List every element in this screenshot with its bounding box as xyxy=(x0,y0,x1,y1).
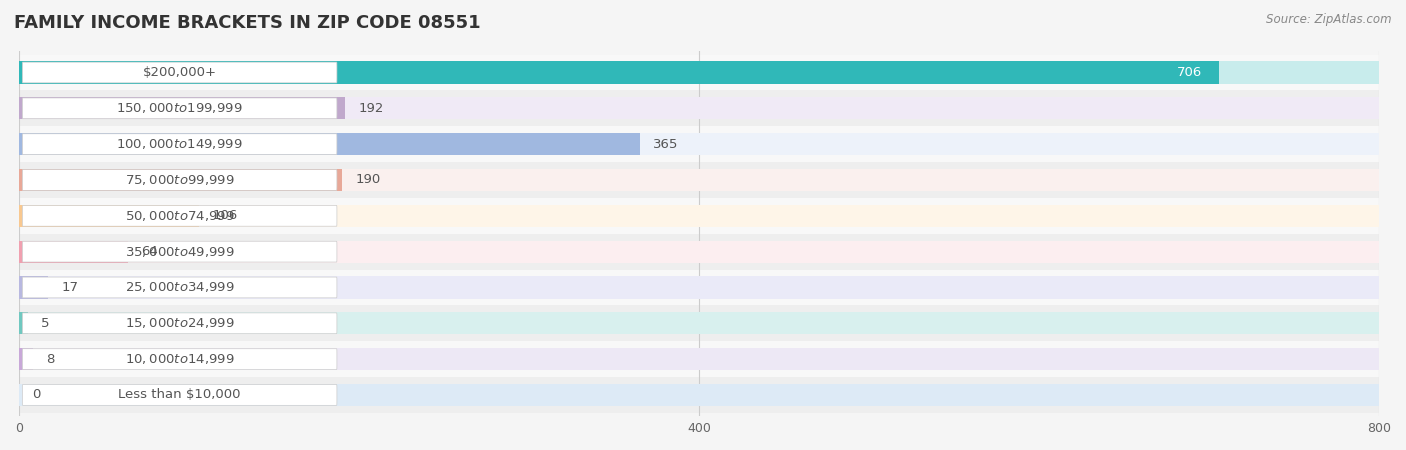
Text: 5: 5 xyxy=(41,317,49,330)
Bar xyxy=(20,312,28,334)
Bar xyxy=(20,348,1379,370)
FancyBboxPatch shape xyxy=(22,170,337,190)
Bar xyxy=(20,90,1379,126)
FancyBboxPatch shape xyxy=(22,205,337,226)
Bar xyxy=(20,384,1379,406)
Bar xyxy=(20,126,1379,162)
Text: 106: 106 xyxy=(212,209,238,222)
Bar xyxy=(20,306,1379,341)
Text: $10,000 to $14,999: $10,000 to $14,999 xyxy=(125,352,235,366)
Text: $35,000 to $49,999: $35,000 to $49,999 xyxy=(125,245,235,259)
FancyBboxPatch shape xyxy=(22,349,337,369)
FancyBboxPatch shape xyxy=(22,385,337,405)
Bar xyxy=(20,348,32,370)
Text: 365: 365 xyxy=(654,138,679,151)
Text: 192: 192 xyxy=(359,102,384,115)
Text: 8: 8 xyxy=(46,353,55,365)
Text: 64: 64 xyxy=(142,245,157,258)
Text: $25,000 to $34,999: $25,000 to $34,999 xyxy=(125,280,235,294)
Bar xyxy=(20,61,1219,84)
Text: Less than $10,000: Less than $10,000 xyxy=(118,388,240,401)
Text: FAMILY INCOME BRACKETS IN ZIP CODE 08551: FAMILY INCOME BRACKETS IN ZIP CODE 08551 xyxy=(14,14,481,32)
FancyBboxPatch shape xyxy=(22,62,337,83)
Bar xyxy=(20,205,200,227)
Bar xyxy=(20,54,1379,90)
Text: 706: 706 xyxy=(1177,66,1202,79)
Bar xyxy=(20,61,1379,84)
Bar xyxy=(20,169,1379,191)
Text: 17: 17 xyxy=(62,281,79,294)
Bar xyxy=(20,270,1379,306)
Bar xyxy=(20,198,1379,234)
Bar xyxy=(20,241,1379,263)
FancyBboxPatch shape xyxy=(22,277,337,298)
Text: Source: ZipAtlas.com: Source: ZipAtlas.com xyxy=(1267,14,1392,27)
Text: 190: 190 xyxy=(356,174,381,186)
Text: $200,000+: $200,000+ xyxy=(142,66,217,79)
Text: $50,000 to $74,999: $50,000 to $74,999 xyxy=(125,209,235,223)
FancyBboxPatch shape xyxy=(22,98,337,119)
Text: $75,000 to $99,999: $75,000 to $99,999 xyxy=(125,173,235,187)
Text: 0: 0 xyxy=(32,388,41,401)
Bar xyxy=(20,97,1379,119)
Bar xyxy=(20,162,1379,198)
Bar xyxy=(20,169,342,191)
Bar xyxy=(20,276,48,298)
FancyBboxPatch shape xyxy=(22,241,337,262)
FancyBboxPatch shape xyxy=(22,134,337,154)
Bar xyxy=(20,234,1379,270)
Bar xyxy=(20,241,128,263)
Text: $150,000 to $199,999: $150,000 to $199,999 xyxy=(117,101,243,115)
Text: $100,000 to $149,999: $100,000 to $149,999 xyxy=(117,137,243,151)
Text: $15,000 to $24,999: $15,000 to $24,999 xyxy=(125,316,235,330)
FancyBboxPatch shape xyxy=(22,313,337,334)
Bar xyxy=(20,341,1379,377)
Bar xyxy=(20,205,1379,227)
Bar xyxy=(20,377,1379,413)
Bar xyxy=(20,133,1379,155)
Bar xyxy=(20,312,1379,334)
Bar xyxy=(20,133,640,155)
Bar xyxy=(20,97,346,119)
Bar xyxy=(20,276,1379,298)
